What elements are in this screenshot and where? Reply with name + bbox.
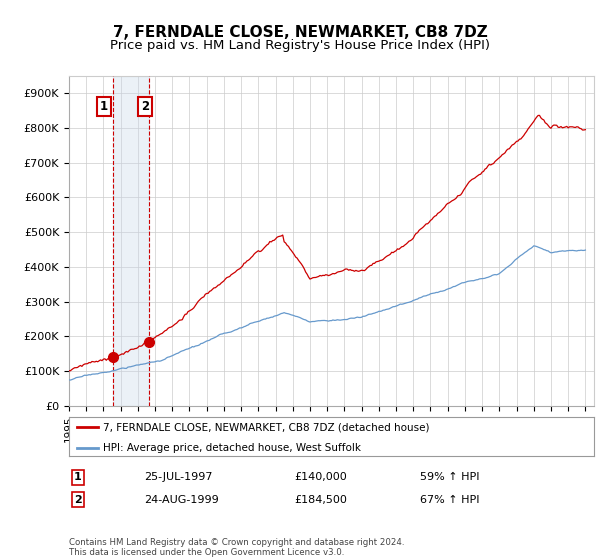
Text: 7, FERNDALE CLOSE, NEWMARKET, CB8 7DZ (detached house): 7, FERNDALE CLOSE, NEWMARKET, CB8 7DZ (d…	[103, 422, 430, 432]
Text: £140,000: £140,000	[294, 472, 347, 482]
Text: 24-AUG-1999: 24-AUG-1999	[144, 494, 219, 505]
Text: 25-JUL-1997: 25-JUL-1997	[144, 472, 212, 482]
Text: HPI: Average price, detached house, West Suffolk: HPI: Average price, detached house, West…	[103, 443, 361, 453]
Text: 2: 2	[140, 100, 149, 114]
Text: 1: 1	[74, 472, 82, 482]
Text: 1: 1	[100, 100, 107, 114]
Text: 7, FERNDALE CLOSE, NEWMARKET, CB8 7DZ: 7, FERNDALE CLOSE, NEWMARKET, CB8 7DZ	[113, 25, 487, 40]
Text: 59% ↑ HPI: 59% ↑ HPI	[420, 472, 479, 482]
Text: 67% ↑ HPI: 67% ↑ HPI	[420, 494, 479, 505]
Text: Contains HM Land Registry data © Crown copyright and database right 2024.
This d: Contains HM Land Registry data © Crown c…	[69, 538, 404, 557]
Bar	[113, 76, 149, 406]
Text: 2: 2	[74, 494, 82, 505]
Text: £184,500: £184,500	[294, 494, 347, 505]
Text: Price paid vs. HM Land Registry's House Price Index (HPI): Price paid vs. HM Land Registry's House …	[110, 39, 490, 52]
